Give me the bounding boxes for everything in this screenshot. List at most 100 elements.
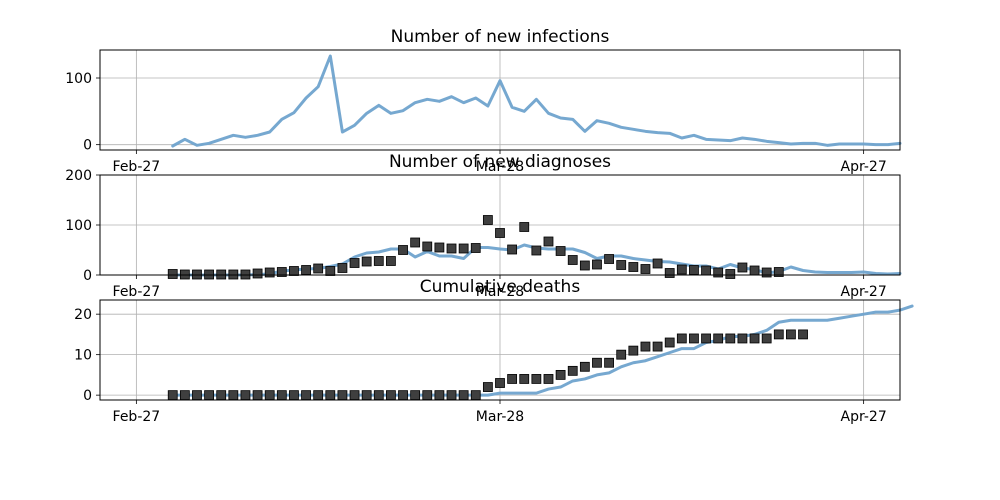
data-point [216,390,227,401]
data-point [507,374,518,384]
y-tick-label: 0 [83,138,92,154]
data-point [579,260,590,271]
data-point [325,266,336,276]
data-point [252,268,263,279]
data-point [386,256,396,266]
data-point [434,242,445,253]
x-tick-label: Apr-27 [841,409,887,425]
data-point [446,243,457,254]
x-tick-label: Feb-27 [113,284,161,300]
data-point [361,390,372,401]
y-tick-label: 0 [83,268,92,284]
x-tick-label: Feb-27 [113,409,161,425]
data-point [689,265,699,275]
data-point [301,390,311,401]
chart-panel-3: Feb-27 Mar-28 Apr-27 0 10 20 Cumulative deaths [74,277,914,425]
data-point [289,390,299,401]
data-point [567,365,578,376]
data-point [482,382,493,392]
data-point [192,390,202,401]
data-point [531,374,542,384]
y-tick-label: 10 [74,348,92,364]
data-point [664,268,675,278]
data-point [531,245,542,256]
x-tick-label: Feb-27 [113,159,161,175]
data-point [470,243,481,253]
data-point [470,390,481,401]
data-point [761,267,772,278]
data-point [276,267,287,277]
x-tick-label: Mar-28 [476,284,524,300]
y-tick-label: 100 [65,71,92,87]
data-point [628,345,639,356]
data-point [592,259,602,270]
data-point [628,262,639,272]
data-point [507,244,518,255]
data-point [325,390,336,401]
data-point [410,390,421,401]
data-point [640,341,651,352]
data-point [640,264,651,274]
data-point [301,265,311,275]
data-point [664,337,675,348]
data-point [725,333,736,344]
data-point [410,237,421,248]
data-point [737,333,748,344]
data-point [349,258,360,268]
data-point [701,265,711,276]
data-point [495,378,505,388]
chart-panel-1: Feb-27 Mar-28 Apr-27 0 100 Number of new infe… [65,27,902,175]
data-point [567,255,578,265]
data-point [701,333,711,344]
x-tick-label: Apr-27 [841,159,887,175]
data-point [592,357,602,368]
data-point [616,349,627,360]
data-point [373,256,384,266]
data-point [179,390,190,401]
data-point [482,215,493,225]
data-point [737,262,748,273]
data-point [337,263,348,273]
x-tick-label: Apr-27 [841,284,887,300]
data-point [749,333,760,344]
data-point [264,267,275,278]
x-tick-label: Mar-28 [476,159,524,175]
data-point [555,369,566,380]
data-point [361,256,372,267]
data-point [579,361,590,372]
data-point [761,333,772,344]
data-point [422,241,433,252]
data-point [349,390,360,401]
data-point [798,329,808,340]
data-point [289,266,299,276]
data-point [543,236,554,247]
data-point [240,390,251,401]
data-point [495,228,505,238]
data-point [604,357,614,368]
data-point [652,258,663,269]
y-tick-label: 0 [83,388,92,404]
data-point [398,245,408,255]
data-point [458,243,469,254]
chart-panel-2: Feb-27 Mar-28 Apr-27 0 100 200 Number of new d… [65,152,902,300]
data-point [337,390,348,401]
data-point [167,390,178,401]
chart-title: Cumulative deaths [420,277,581,297]
data-point [616,260,627,270]
y-tick-label: 100 [65,218,92,234]
data-point [713,267,724,278]
data-point [422,390,433,401]
data-point [204,390,214,401]
data-point [543,374,554,384]
data-point [276,390,287,401]
data-point [313,263,324,274]
data-point [713,333,724,344]
data-point [773,329,784,340]
y-tick-label: 200 [65,168,92,184]
data-point [167,269,178,279]
data-point [458,390,469,401]
data-point [313,390,324,401]
series-line [171,304,914,397]
data-point [434,390,445,401]
